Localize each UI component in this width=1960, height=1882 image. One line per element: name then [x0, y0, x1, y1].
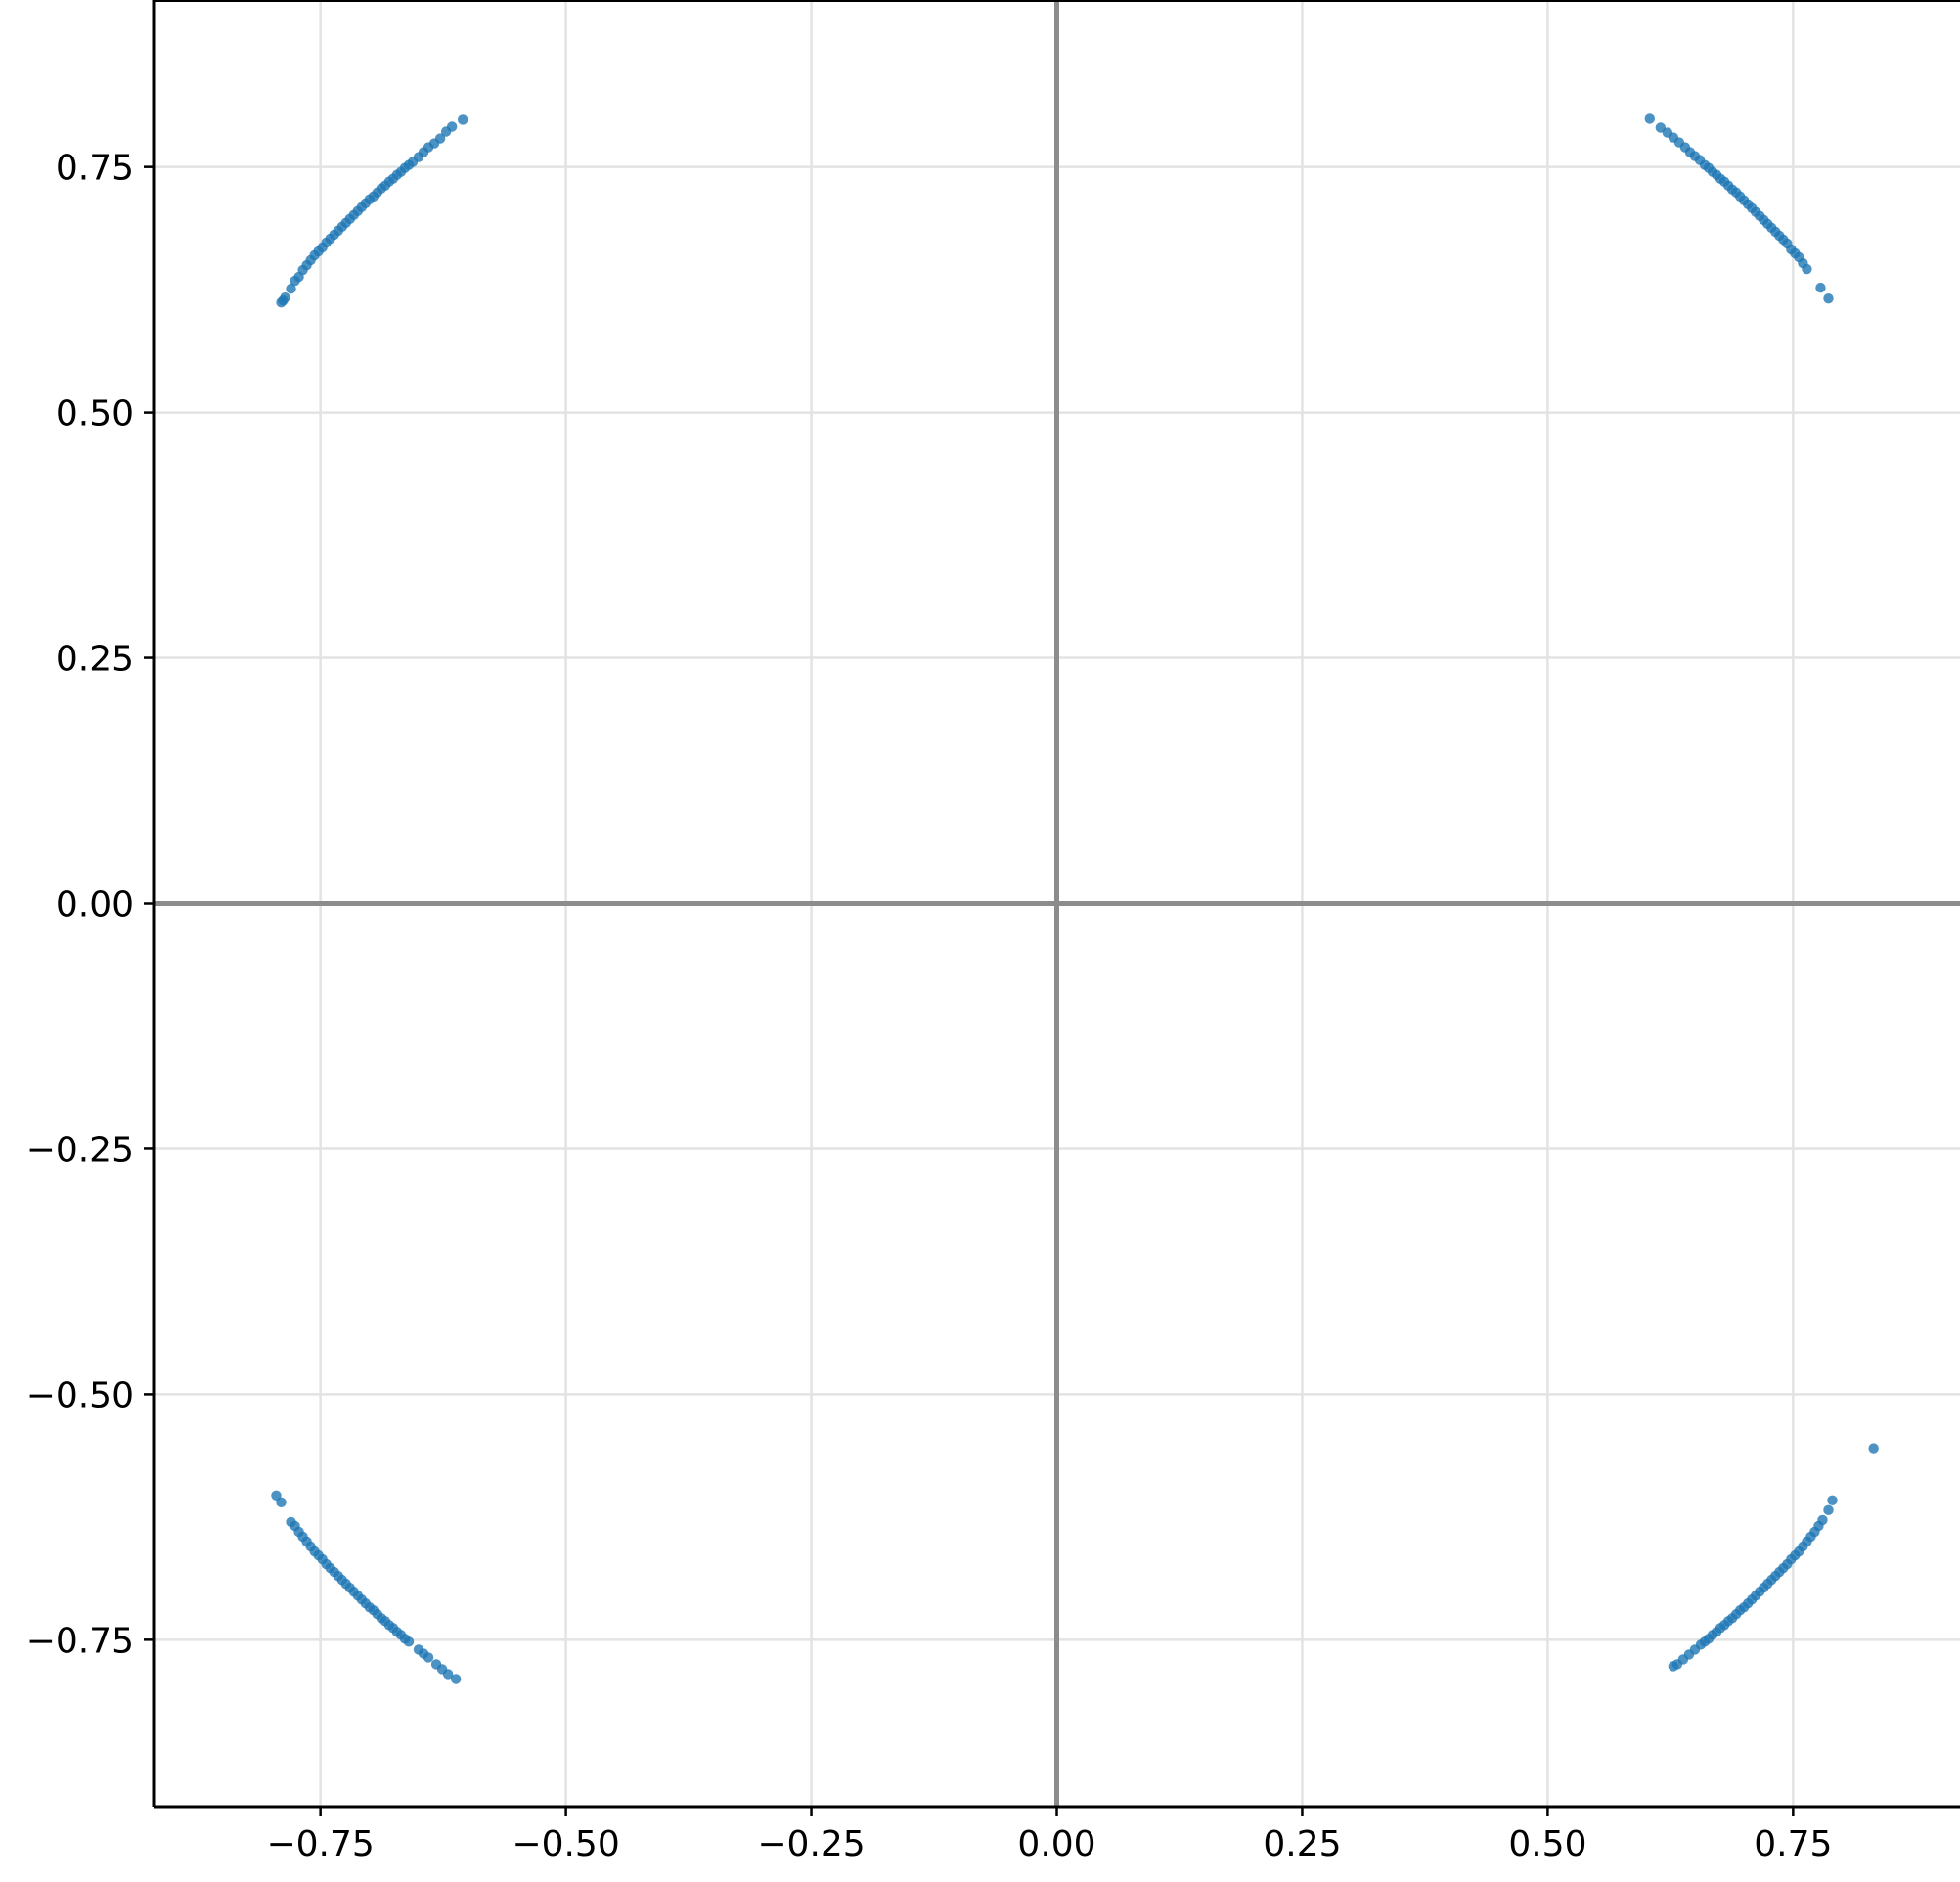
data-point	[403, 1636, 415, 1647]
data-points	[271, 113, 1879, 1684]
data-point	[1815, 282, 1826, 293]
data-point	[446, 121, 458, 132]
data-point	[1817, 1514, 1828, 1526]
data-point	[280, 291, 290, 303]
zero-lines	[154, 0, 1960, 1807]
y-tick-label: 0.25	[56, 640, 134, 680]
data-point	[423, 1652, 434, 1663]
y-tick-label: −0.50	[26, 1375, 134, 1415]
data-point	[286, 283, 296, 294]
x-tick-label: −0.75	[266, 1824, 374, 1864]
x-tick-label: 0.50	[1508, 1824, 1586, 1864]
data-point	[1823, 292, 1834, 304]
data-point	[457, 114, 468, 125]
data-point	[1802, 263, 1812, 275]
data-point	[276, 1497, 287, 1508]
x-axis-ticks: −0.75 −0.50 −0.25 0.00 0.25 0.50 0.75	[266, 1807, 1832, 1864]
x-tick-label: 0.00	[1017, 1824, 1095, 1864]
y-tick-label: 0.00	[56, 885, 134, 925]
y-tick-label: −0.25	[26, 1130, 134, 1170]
data-point	[1644, 113, 1655, 124]
x-tick-label: −0.25	[757, 1824, 865, 1864]
data-point	[442, 1669, 454, 1680]
y-tick-label: 0.50	[56, 394, 134, 434]
data-point	[434, 133, 446, 144]
data-point	[1827, 1495, 1838, 1506]
data-point	[450, 1674, 462, 1684]
y-axis-ticks: 0.75 0.50 0.25 0.00 −0.25 −0.50 −0.75	[26, 149, 154, 1661]
data-point	[1868, 1443, 1879, 1454]
x-tick-label: 0.25	[1263, 1824, 1341, 1864]
y-tick-label: −0.75	[26, 1621, 134, 1661]
y-tick-label: 0.75	[56, 149, 134, 189]
x-tick-label: −0.50	[512, 1824, 619, 1864]
data-point	[1823, 1504, 1834, 1516]
x-tick-label: 0.75	[1754, 1824, 1832, 1864]
